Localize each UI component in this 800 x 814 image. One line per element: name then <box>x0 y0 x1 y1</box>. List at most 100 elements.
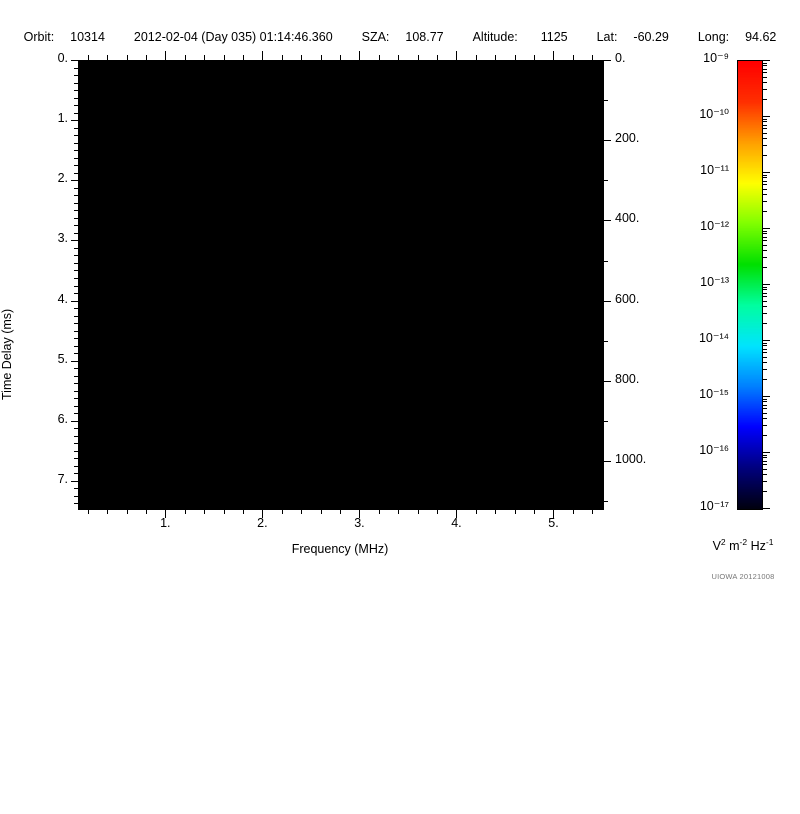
colorbar-minor-tick <box>762 408 767 409</box>
colorbar-minor-tick <box>762 77 767 78</box>
colorbar-minor-tick <box>762 469 767 470</box>
colorbar-minor-tick <box>762 155 767 156</box>
x-major-tick <box>262 509 263 518</box>
y-major-tick <box>71 421 78 422</box>
colorbar <box>737 60 763 510</box>
colorbar-minor-tick <box>762 401 767 402</box>
x-top-tick <box>340 55 341 60</box>
colorbar-minor-tick <box>762 455 767 456</box>
x-minor-tick <box>534 509 535 514</box>
y2-minor-tick <box>603 100 608 101</box>
colorbar-minor-tick <box>762 491 767 492</box>
y-minor-tick <box>74 413 78 414</box>
y-minor-tick <box>74 113 78 114</box>
colorbar-minor-tick <box>762 464 767 465</box>
y-major-tick <box>71 361 78 362</box>
x-top-tick <box>282 55 283 60</box>
watermark: UIOWA 20121008 <box>711 572 775 581</box>
colorbar-minor-tick <box>762 211 767 212</box>
y2-major-tick <box>603 140 611 141</box>
x-minor-tick <box>592 509 593 514</box>
colorbar-major-tick <box>762 284 770 285</box>
x-minor-tick <box>88 509 89 514</box>
x-top-tick <box>146 55 147 60</box>
y-minor-tick <box>74 368 78 369</box>
colorbar-minor-tick <box>762 65 767 66</box>
colorbar-minor-tick <box>762 399 767 400</box>
y2-major-tick <box>603 381 611 382</box>
y-tick-label: 7. <box>57 471 68 486</box>
y-minor-tick <box>74 316 78 317</box>
colorbar-minor-tick <box>762 306 767 307</box>
y-minor-tick <box>74 203 78 204</box>
colorbar-minor-tick <box>762 293 767 294</box>
y-tick-label: 5. <box>57 351 68 366</box>
colorbar-minor-tick <box>762 237 767 238</box>
x-top-tick <box>127 55 128 60</box>
x-tick-label: 4. <box>451 516 462 530</box>
colorbar-tick-label: 10⁻⁹ <box>703 51 729 65</box>
x-tick-label: 2. <box>257 516 268 530</box>
y-minor-tick <box>74 458 78 459</box>
x-top-tick <box>359 51 360 60</box>
sza-key: SZA: <box>361 30 390 44</box>
colorbar-minor-tick <box>762 138 767 139</box>
y2-tick-label: 1000. <box>615 452 647 467</box>
spectrogram-canvas <box>79 61 603 509</box>
ionogram-heatmap <box>78 60 604 510</box>
y-minor-tick <box>74 98 78 99</box>
y-minor-tick <box>74 135 78 136</box>
colorbar-minor-tick <box>762 369 767 370</box>
colorbar-tick-label: 10⁻¹⁰ <box>699 107 729 121</box>
sza-value: 108.77 <box>405 30 444 44</box>
colorbar-minor-tick <box>762 296 767 297</box>
x-minor-tick <box>437 509 438 514</box>
colorbar-minor-tick <box>762 201 767 202</box>
y-minor-tick <box>74 286 78 287</box>
x-minor-tick <box>243 509 244 514</box>
colorbar-gradient <box>738 61 762 509</box>
y-minor-tick <box>74 406 78 407</box>
colorbar-minor-tick <box>762 435 767 436</box>
y-minor-tick <box>74 248 78 249</box>
colorbar-minor-tick <box>762 457 767 458</box>
x-axis-title: Frequency (MHz) <box>291 542 389 556</box>
y-minor-tick <box>74 233 78 234</box>
x-top-tick <box>515 55 516 60</box>
altitude-value: 1125 <box>540 30 568 44</box>
y-minor-tick <box>74 173 78 174</box>
x-top-tick <box>573 55 574 60</box>
x-top-tick <box>301 55 302 60</box>
colorbar-minor-tick <box>762 257 767 258</box>
y-minor-tick <box>74 188 78 189</box>
y-major-tick <box>71 120 78 121</box>
y-minor-tick <box>74 128 78 129</box>
x-minor-tick <box>476 509 477 514</box>
y2-minor-tick <box>603 421 608 422</box>
y-minor-tick <box>74 165 78 166</box>
colorbar-minor-tick <box>762 119 767 120</box>
y-minor-tick <box>74 488 78 489</box>
y-minor-tick <box>74 436 78 437</box>
y2-tick-label: 400. <box>615 211 640 226</box>
colorbar-minor-tick <box>762 240 767 241</box>
y-axis-title: Time Delay (ms) <box>0 308 14 400</box>
x-minor-tick <box>321 509 322 514</box>
colorbar-minor-tick <box>762 301 767 302</box>
x-tick-label: 3. <box>354 516 365 530</box>
y2-minor-tick <box>603 341 608 342</box>
y-major-tick <box>71 481 78 482</box>
colorbar-minor-tick <box>762 125 767 126</box>
orbit-key: Orbit: <box>23 30 55 44</box>
colorbar-unit-label: V2 m-2 Hz-1 <box>712 537 774 554</box>
y-minor-tick <box>74 398 78 399</box>
colorbar-minor-tick <box>762 72 767 73</box>
colorbar-minor-tick <box>762 379 767 380</box>
colorbar-minor-tick <box>762 231 767 232</box>
y2-tick-label: 200. <box>615 131 640 146</box>
x-top-tick <box>262 51 263 60</box>
x-tick-label: 1. <box>160 516 171 530</box>
y-minor-tick <box>74 158 78 159</box>
x-minor-tick <box>418 509 419 514</box>
colorbar-minor-tick <box>762 461 767 462</box>
